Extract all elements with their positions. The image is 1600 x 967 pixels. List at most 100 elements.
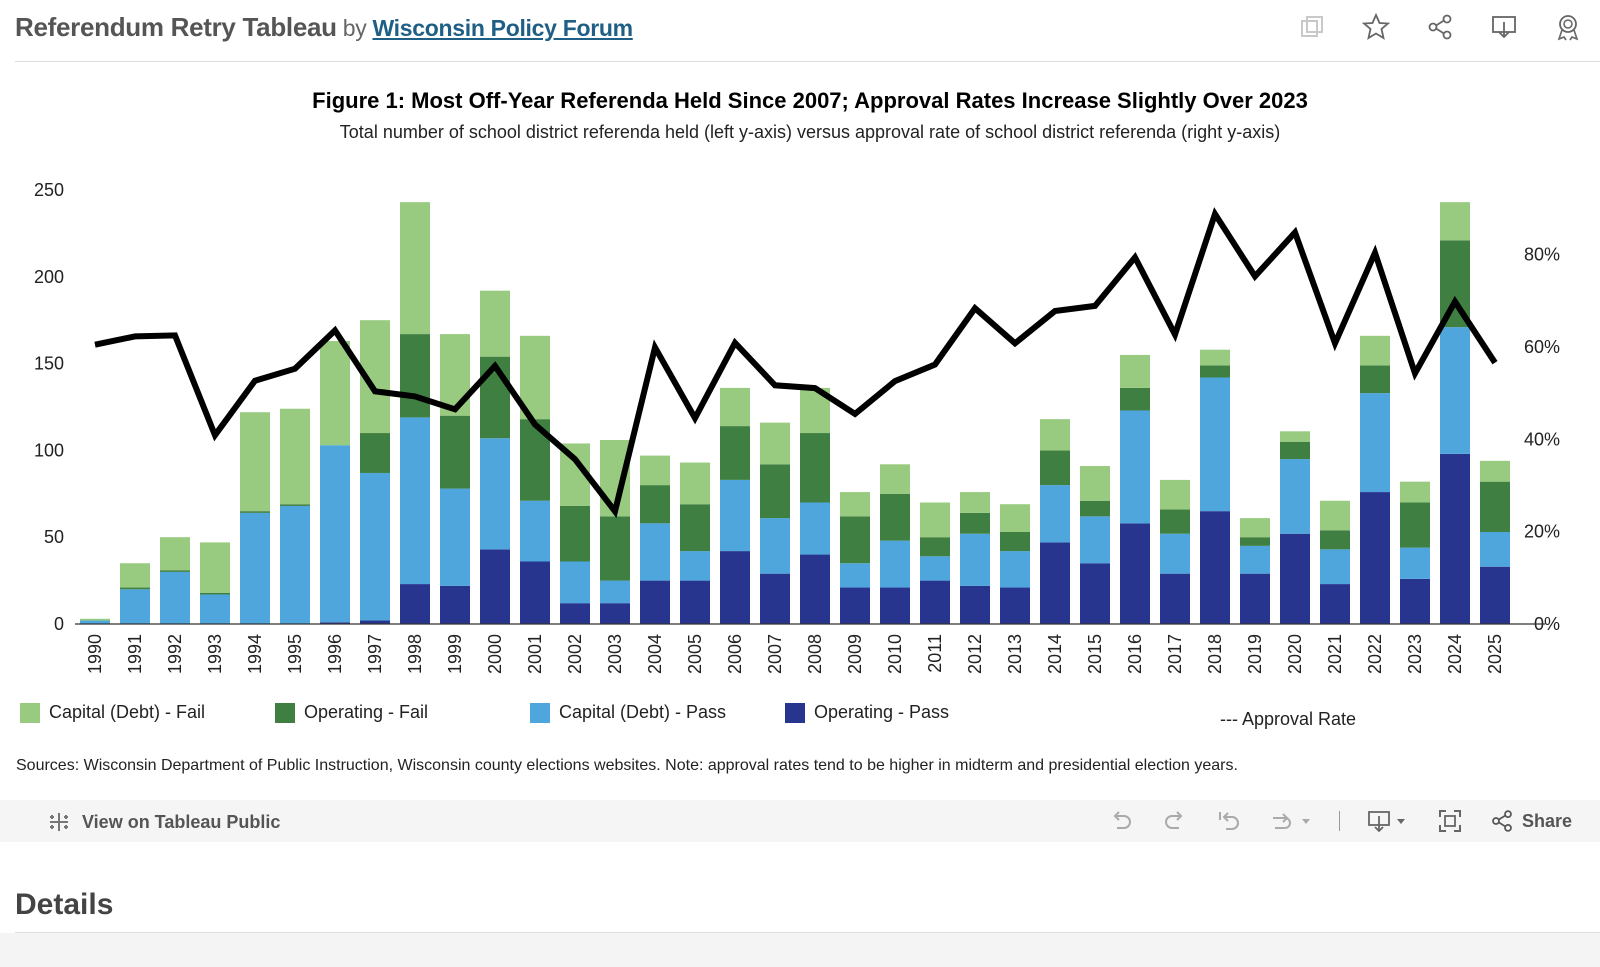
download-menu-icon[interactable] [1366, 808, 1410, 834]
bar-segment[interactable] [520, 561, 550, 624]
bar-segment[interactable] [560, 505, 590, 562]
bar-segment[interactable] [1280, 431, 1310, 442]
copy-icon[interactable] [1298, 12, 1326, 42]
bar-segment[interactable] [480, 290, 510, 357]
bar-segment[interactable] [440, 488, 470, 586]
bar-segment[interactable] [680, 504, 710, 552]
bar-segment[interactable] [160, 537, 190, 571]
bar-segment[interactable] [1000, 531, 1030, 552]
bar-segment[interactable] [920, 556, 950, 581]
bar-segment[interactable] [280, 505, 310, 624]
bar-segment[interactable] [800, 554, 830, 624]
bar-segment[interactable] [880, 493, 910, 541]
bar-segment[interactable] [1000, 587, 1030, 624]
bar-segment[interactable] [120, 589, 150, 624]
bar-segment[interactable] [1400, 502, 1430, 548]
bar-segment[interactable] [1240, 518, 1270, 538]
bar-segment[interactable] [1000, 504, 1030, 532]
bar-segment[interactable] [1440, 327, 1470, 454]
bar-segment[interactable] [1120, 354, 1150, 388]
author-link[interactable]: Wisconsin Policy Forum [372, 15, 633, 41]
bar-segment[interactable] [680, 580, 710, 624]
bar-segment[interactable] [1280, 441, 1310, 460]
bar-segment[interactable] [1440, 202, 1470, 241]
bar-segment[interactable] [1200, 511, 1230, 624]
bar-segment[interactable] [1320, 530, 1350, 550]
bar-segment[interactable] [320, 445, 350, 623]
bar-segment[interactable] [1400, 547, 1430, 579]
bar-segment[interactable] [560, 561, 590, 604]
bar-segment[interactable] [960, 492, 990, 513]
bar-segment[interactable] [200, 592, 230, 595]
bar-segment[interactable] [200, 542, 230, 593]
bar-segment[interactable] [1280, 533, 1310, 624]
bar-segment[interactable] [320, 622, 350, 624]
bar-segment[interactable] [800, 502, 830, 555]
referenda-chart[interactable]: Figure 1: Most Off-Year Referenda Held S… [0, 70, 1600, 700]
bar-segment[interactable] [1040, 419, 1070, 451]
bar-segment[interactable] [600, 603, 630, 624]
bar-segment[interactable] [1360, 335, 1390, 366]
revert-icon[interactable] [1215, 808, 1243, 834]
bar-segment[interactable] [1320, 549, 1350, 585]
badge-icon[interactable] [1554, 12, 1582, 42]
bar-segment[interactable] [280, 504, 310, 506]
bar-segment[interactable] [320, 341, 350, 446]
fullscreen-icon[interactable] [1436, 808, 1464, 834]
bar-segment[interactable] [640, 455, 670, 486]
bar-segment[interactable] [1400, 578, 1430, 624]
share-button[interactable]: Share [1490, 809, 1572, 833]
bar-segment[interactable] [1160, 479, 1190, 510]
redo-icon[interactable] [1161, 808, 1189, 834]
bar-segment[interactable] [800, 433, 830, 503]
bar-segment[interactable] [840, 563, 870, 588]
bar-segment[interactable] [120, 563, 150, 588]
bar-segment[interactable] [1480, 566, 1510, 624]
bar-segment[interactable] [1120, 523, 1150, 624]
bar-segment[interactable] [720, 479, 750, 552]
bar-segment[interactable] [480, 438, 510, 550]
bar-segment[interactable] [480, 549, 510, 624]
star-icon[interactable] [1362, 12, 1390, 42]
bar-segment[interactable] [240, 512, 270, 624]
legend-operating-fail[interactable]: Operating - Fail [275, 702, 428, 723]
bar-segment[interactable] [1360, 365, 1390, 394]
bar-segment[interactable] [1000, 551, 1030, 588]
undo-icon[interactable] [1107, 808, 1135, 834]
bar-segment[interactable] [880, 464, 910, 494]
bar-segment[interactable] [80, 618, 110, 621]
bar-segment[interactable] [880, 540, 910, 588]
bar-segment[interactable] [440, 415, 470, 489]
bar-segment[interactable] [640, 523, 670, 581]
bar-segment[interactable] [160, 570, 190, 572]
bar-segment[interactable] [680, 551, 710, 581]
bar-segment[interactable] [720, 387, 750, 427]
bar-segment[interactable] [1080, 500, 1110, 517]
bar-segment[interactable] [840, 587, 870, 624]
bar-segment[interactable] [280, 408, 310, 505]
bar-segment[interactable] [1440, 453, 1470, 624]
bar-segment[interactable] [960, 585, 990, 624]
bar-segment[interactable] [1120, 410, 1150, 524]
bar-segment[interactable] [1360, 393, 1390, 493]
bar-segment[interactable] [1080, 563, 1110, 624]
bar-segment[interactable] [1080, 516, 1110, 564]
bar-segment[interactable] [440, 585, 470, 624]
bar-segment[interactable] [200, 594, 230, 624]
bar-segment[interactable] [760, 518, 790, 574]
bar-segment[interactable] [1200, 377, 1230, 512]
bar-segment[interactable] [640, 485, 670, 524]
bar-segment[interactable] [1080, 466, 1110, 501]
bar-segment[interactable] [1320, 584, 1350, 624]
bar-segment[interactable] [760, 422, 790, 465]
legend-approval-rate[interactable]: --- Approval Rate [1220, 709, 1356, 730]
bar-segment[interactable] [520, 500, 550, 562]
bar-segment[interactable] [1160, 533, 1190, 574]
bar-segment[interactable] [1320, 500, 1350, 531]
bar-segment[interactable] [400, 202, 430, 335]
bar-segment[interactable] [760, 464, 790, 519]
share-icon[interactable] [1426, 12, 1454, 42]
bar-segment[interactable] [1160, 509, 1190, 534]
bar-segment[interactable] [160, 571, 190, 624]
bar-segment[interactable] [1200, 349, 1230, 366]
